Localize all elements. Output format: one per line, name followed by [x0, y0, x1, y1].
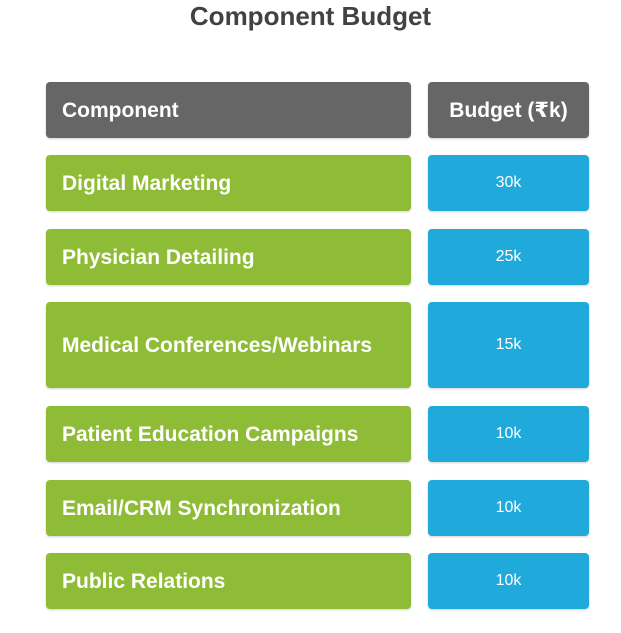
budget-cell: 10k [428, 553, 589, 609]
budget-cell: 10k [428, 480, 589, 536]
component-cell: Public Relations [46, 553, 411, 609]
budget-cell: 15k [428, 302, 589, 388]
chart-title: Component Budget [189, 1, 432, 31]
header-component: Component [46, 82, 411, 138]
component-cell: Patient Education Campaigns [46, 406, 411, 462]
component-cell: Email/CRM Synchronization [46, 480, 411, 536]
component-cell: Digital Marketing [46, 155, 411, 211]
budget-cell: 25k [428, 229, 589, 285]
component-cell: Medical Conferences/Webinars [46, 302, 411, 388]
budget-cell: 30k [428, 155, 589, 211]
component-cell: Physician Detailing [46, 229, 411, 285]
budget-cell: 10k [428, 406, 589, 462]
header-budget: Budget (₹k) [428, 82, 589, 138]
